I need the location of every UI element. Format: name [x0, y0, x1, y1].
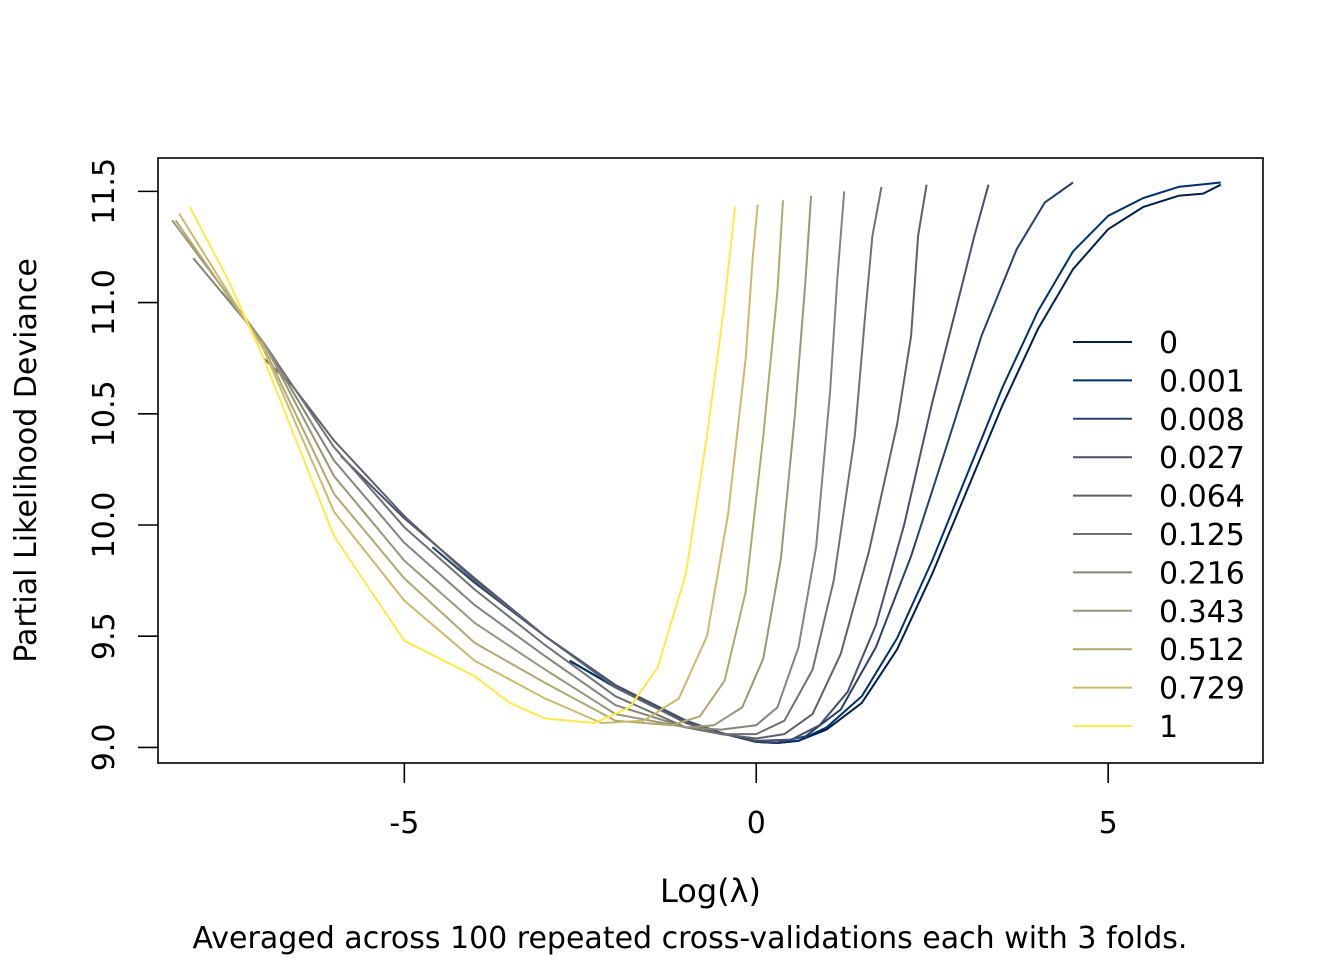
chart-caption: Averaged across 100 repeated cross-valid… [193, 921, 1188, 956]
legend-label-0: 0 [1159, 326, 1178, 361]
y-axis: 9.0 9.5 10.0 10.5 11.0 11.5 [87, 158, 158, 771]
series-line-9 [178, 204, 759, 724]
series-line-7 [171, 195, 813, 729]
legend-label-3: 0.027 [1159, 441, 1245, 476]
legend-label-4: 0.064 [1159, 480, 1245, 515]
legend-label-2: 0.008 [1159, 403, 1245, 438]
legend-label-1: 0.001 [1159, 364, 1245, 399]
x-axis-label: Log(λ) [660, 872, 761, 910]
y-tick-label: 10.0 [87, 492, 122, 559]
x-tick-label: 0 [747, 806, 766, 841]
y-axis-label: Partial Likelihood Deviance [9, 258, 44, 663]
y-tick-label: 11.0 [87, 269, 122, 336]
x-tick-label: 5 [1099, 806, 1118, 841]
legend-label-8: 0.512 [1159, 633, 1245, 668]
legend-label-9: 0.729 [1159, 672, 1245, 707]
series-line-4 [262, 184, 928, 740]
series-layer [171, 181, 1222, 744]
y-tick-label: 9.5 [87, 612, 122, 660]
x-tick-label: -5 [389, 806, 419, 841]
plot-frame [157, 157, 1264, 764]
legend-label-7: 0.343 [1159, 595, 1245, 630]
legend-label-6: 0.216 [1159, 556, 1245, 591]
series-line-8 [174, 200, 784, 727]
series-line-5 [220, 186, 883, 736]
legend-label-10: 1 [1159, 710, 1178, 745]
x-axis: -5 0 5 [389, 763, 1118, 841]
legend-label-5: 0.125 [1159, 518, 1245, 553]
y-tick-label: 11.5 [87, 158, 122, 225]
y-tick-label: 9.0 [87, 724, 122, 772]
series-line-10 [188, 206, 737, 724]
series-line-6 [192, 191, 846, 731]
y-tick-label: 10.5 [87, 380, 122, 447]
